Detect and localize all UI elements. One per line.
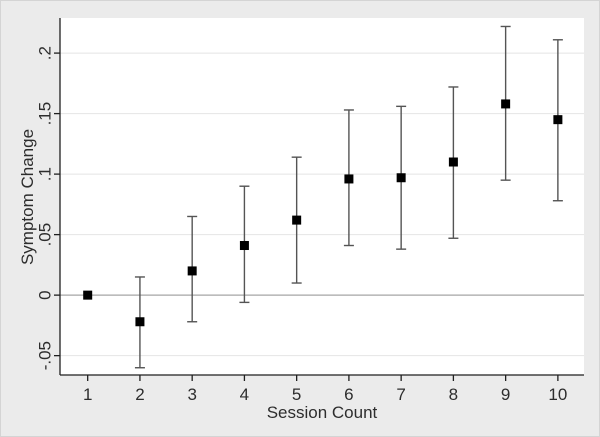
y-tick-label: .05 [36,223,55,247]
data-point-marker [448,157,458,167]
data-point-marker [239,241,249,251]
data-point-marker [187,266,197,276]
y-tick-label: .2 [36,46,55,60]
x-tick-label: 1 [83,385,92,404]
data-point-marker [135,317,145,327]
x-tick-label: 9 [501,385,510,404]
data-point-marker [396,173,406,183]
y-tick-label: .15 [36,102,55,126]
x-tick-label: 3 [187,385,196,404]
x-tick-label: 6 [344,385,353,404]
y-tick-label: 0 [36,290,55,299]
x-tick-label: 4 [240,385,249,404]
x-tick-label: 8 [449,385,458,404]
data-point-marker [83,290,93,300]
data-point-marker [501,99,511,109]
y-tick-label: .1 [36,167,55,181]
plot-area [60,18,584,375]
data-point-marker [553,115,563,125]
x-tick-label: 7 [396,385,405,404]
x-axis-title: Session Count [267,403,378,422]
y-axis-title: Symptom Change [18,129,37,265]
x-tick-label: 5 [292,385,301,404]
data-point-marker [292,215,302,225]
data-point-marker [344,174,354,184]
y-tick-label: -.05 [36,341,55,370]
chart-generated-layer: .2 .15 .1 .05 0 -.05 1 2 3 4 5 6 7 8 9 10 [36,18,584,404]
x-tick-label: 2 [135,385,144,404]
x-tick-label: 10 [548,385,567,404]
